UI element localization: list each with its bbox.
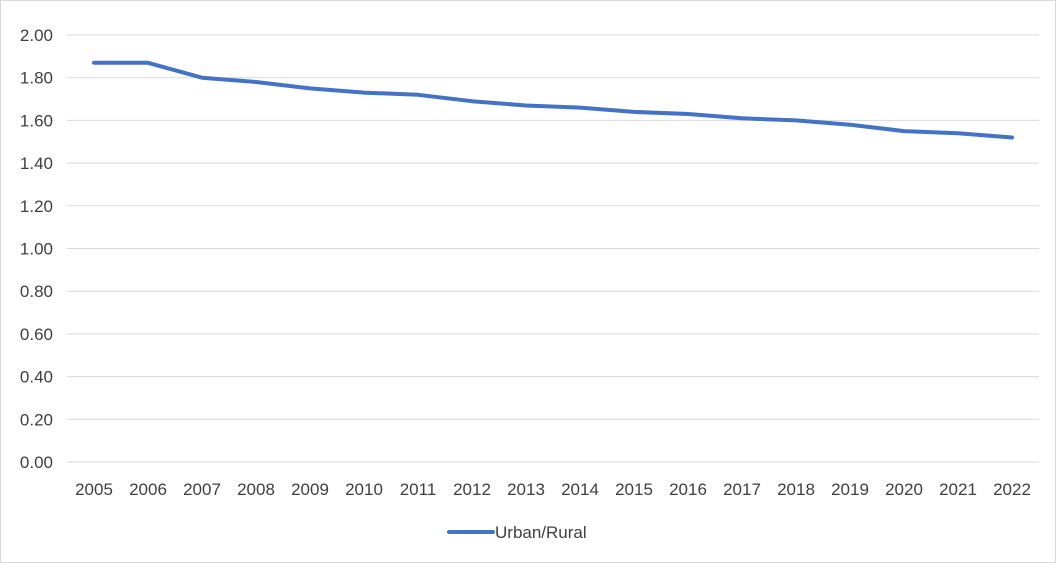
series-layer	[92, 60, 1014, 140]
x-tick-label: 2012	[453, 480, 491, 499]
x-tick-label: 2017	[723, 480, 761, 499]
y-tick-label: 2.00	[20, 26, 53, 45]
y-axis: 0.00 0.20 0.40 0.60 0.80 1.00 1.20 1.40 1.60 1.80…	[20, 26, 53, 472]
y-tick-label: 1.60	[20, 111, 53, 130]
x-tick-label: 2015	[615, 480, 653, 499]
y-tick-label: 0.40	[20, 368, 53, 387]
y-tick-label: 1.00	[20, 240, 53, 259]
x-tick-label: 2019	[831, 480, 869, 499]
x-tick-label: 2021	[939, 480, 977, 499]
x-tick-label: 2022	[993, 480, 1031, 499]
x-tick-label: 2013	[507, 480, 545, 499]
x-tick-label: 2007	[183, 480, 221, 499]
x-axis: 2005 2006 2007 2008 2009 2010 2011 2012 2013 2014…	[75, 480, 1031, 499]
x-tick-label: 2005	[75, 480, 113, 499]
x-tick-label: 2010	[345, 480, 383, 499]
x-tick-label: 2006	[129, 480, 167, 499]
y-tick-label: 0.20	[20, 410, 53, 429]
y-tick-label: 1.80	[20, 69, 53, 88]
x-tick-label: 2009	[291, 480, 329, 499]
y-tick-label: 1.40	[20, 154, 53, 173]
x-tick-label: 2014	[561, 480, 599, 499]
y-tick-label: 1.20	[20, 197, 53, 216]
x-tick-label: 2008	[237, 480, 275, 499]
y-tick-label: 0.60	[20, 325, 53, 344]
x-tick-label: 2018	[777, 480, 815, 499]
series-line-urban-rural	[92, 60, 1014, 140]
legend-label-urban-rural: Urban/Rural	[495, 523, 587, 542]
legend: Urban/Rural	[447, 523, 587, 542]
y-tick-label: 0.80	[20, 282, 53, 301]
y-tick-label: 0.00	[20, 453, 53, 472]
gridlines	[67, 34, 1039, 463]
x-tick-label: 2016	[669, 480, 707, 499]
x-tick-label: 2020	[885, 480, 923, 499]
x-tick-label: 2011	[400, 480, 437, 499]
